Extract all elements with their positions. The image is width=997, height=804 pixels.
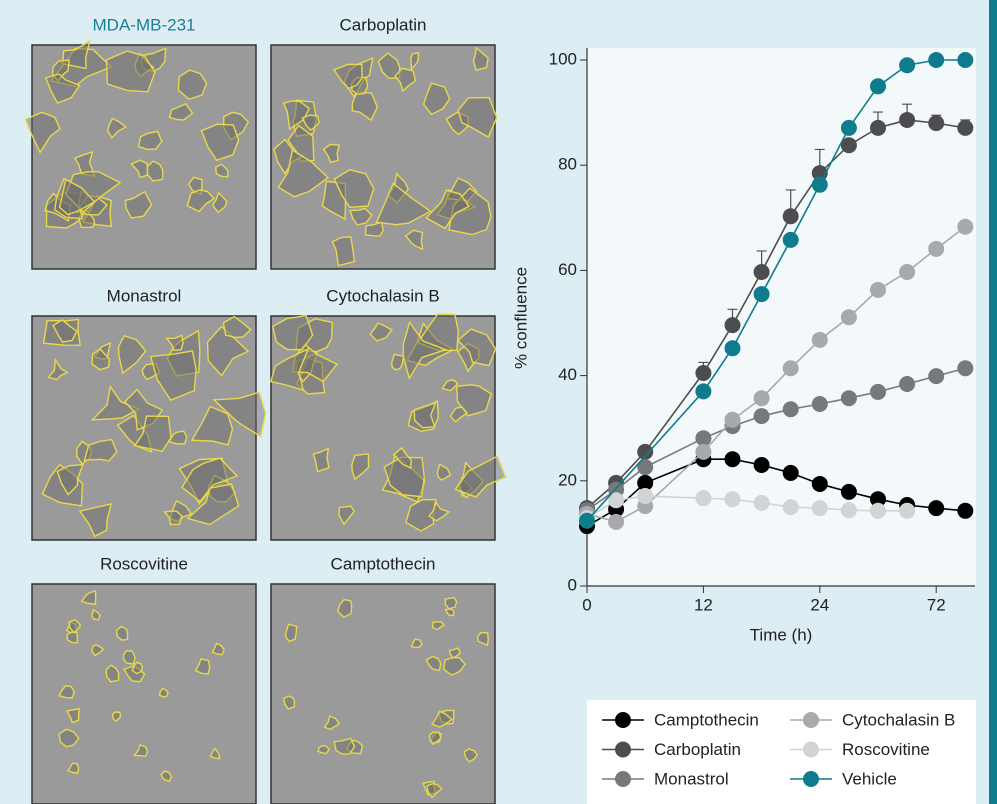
page: MDA-MB-231 Carboplatin Monastrol Cytochalas…	[0, 0, 997, 804]
cell-outline	[67, 632, 77, 643]
point	[637, 444, 653, 460]
point	[812, 396, 828, 412]
legend-marker	[615, 742, 631, 758]
point	[812, 476, 828, 492]
cell-outline	[286, 624, 297, 641]
point	[899, 376, 915, 392]
y-tick-label: 40	[558, 365, 577, 384]
point	[928, 115, 944, 131]
legend-marker	[803, 771, 819, 787]
point	[783, 401, 799, 417]
legend-marker	[803, 712, 819, 728]
x-tick-label: 24	[810, 595, 829, 614]
point	[754, 286, 770, 302]
point	[695, 383, 711, 399]
point	[695, 430, 711, 446]
x-tick-label: 0	[582, 595, 591, 614]
point	[928, 368, 944, 384]
point	[870, 282, 886, 298]
legend-label: Vehicle	[842, 769, 897, 788]
x-axis-label: Time (h)	[750, 625, 813, 644]
y-tick-label: 80	[558, 155, 577, 174]
cell-outline	[124, 651, 136, 665]
point	[783, 499, 799, 515]
x-tick-label: 12	[694, 595, 713, 614]
point	[957, 52, 973, 68]
point	[637, 488, 653, 504]
point	[783, 360, 799, 376]
point	[841, 390, 857, 406]
point	[812, 332, 828, 348]
point	[841, 502, 857, 518]
point	[725, 317, 741, 333]
point	[957, 360, 973, 376]
legend-label: Carboplatin	[654, 740, 741, 759]
point	[928, 52, 944, 68]
point	[899, 264, 915, 280]
point	[812, 177, 828, 193]
point	[841, 484, 857, 500]
point	[754, 264, 770, 280]
legend-label: Roscovitine	[842, 740, 930, 759]
point	[928, 241, 944, 257]
point	[957, 120, 973, 136]
point	[870, 78, 886, 94]
y-tick-label: 0	[568, 575, 577, 594]
cell-outline	[445, 598, 456, 609]
point	[725, 451, 741, 467]
point	[957, 503, 973, 519]
point	[608, 514, 624, 530]
panel-label: Camptothecin	[331, 554, 436, 573]
point	[783, 465, 799, 481]
y-tick-label: 100	[549, 49, 577, 68]
point	[899, 503, 915, 519]
legend-marker	[803, 742, 819, 758]
point	[783, 232, 799, 248]
micrograph	[271, 584, 495, 804]
side-stripe	[989, 0, 997, 804]
point	[841, 309, 857, 325]
point	[870, 120, 886, 136]
panel-label: Roscovitine	[100, 554, 188, 573]
y-axis-label: % confluence	[511, 267, 530, 369]
panel-label: Cytochalasin B	[326, 286, 439, 305]
point	[725, 491, 741, 507]
point	[957, 219, 973, 235]
point	[579, 513, 595, 529]
point	[899, 112, 915, 128]
point	[754, 408, 770, 424]
point	[783, 208, 799, 224]
point	[695, 490, 711, 506]
panel-label: Carboplatin	[340, 15, 427, 34]
cell-outline	[334, 738, 354, 754]
point	[695, 365, 711, 381]
point	[695, 444, 711, 460]
point	[725, 412, 741, 428]
point	[725, 340, 741, 356]
panel-label: MDA-MB-231	[93, 15, 196, 34]
legend-label: Monastrol	[654, 769, 729, 788]
legend-marker	[615, 771, 631, 787]
point	[754, 495, 770, 511]
y-tick-label: 20	[558, 470, 577, 489]
figure: MDA-MB-231 Carboplatin Monastrol Cytochalas…	[0, 0, 997, 804]
point	[870, 384, 886, 400]
x-tick-label: 72	[927, 595, 946, 614]
point	[754, 390, 770, 406]
legend-label: Cytochalasin B	[842, 710, 955, 729]
panel-label: Monastrol	[107, 286, 182, 305]
point	[841, 120, 857, 136]
point	[870, 503, 886, 519]
legend-marker	[615, 712, 631, 728]
point	[754, 457, 770, 473]
legend-label: Camptothecin	[654, 710, 759, 729]
y-tick-label: 60	[558, 260, 577, 279]
point	[899, 57, 915, 73]
cell-outline	[318, 746, 329, 754]
point	[812, 500, 828, 516]
point	[928, 500, 944, 516]
